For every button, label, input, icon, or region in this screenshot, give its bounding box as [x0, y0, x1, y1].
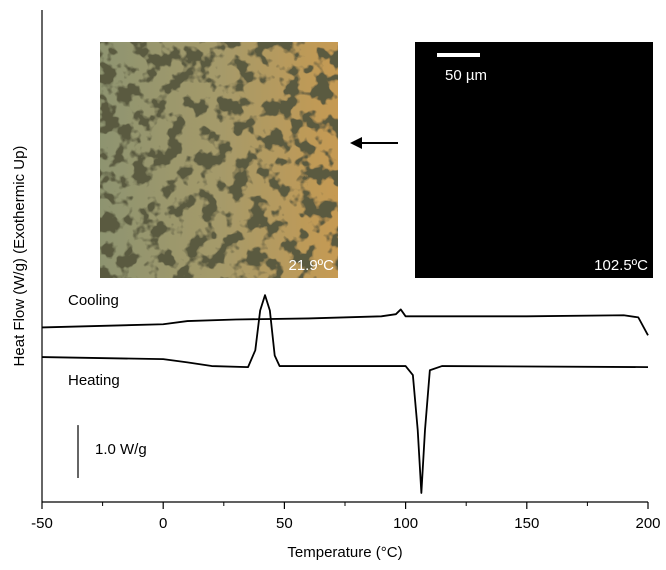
line-series: [41, 294, 649, 494]
line-series: [41, 308, 649, 336]
inset-temperature: 21.9ºC: [288, 257, 334, 274]
micrograph-hot: [415, 42, 653, 278]
micrograph-scale-label: 50 µm: [445, 67, 487, 84]
series-label: Heating: [68, 372, 120, 389]
scale-bar-label: 1.0 W/g: [95, 441, 147, 458]
x-tick-label: -50: [31, 515, 53, 532]
micrograph-cold: [100, 42, 338, 278]
x-tick-label: 0: [159, 515, 167, 532]
x-tick-label: 50: [276, 515, 293, 532]
series-label: Cooling: [68, 292, 119, 309]
x-tick-label: 200: [635, 515, 660, 532]
x-tick-label: 150: [514, 515, 539, 532]
arrow: [350, 137, 398, 149]
x-axis-title: Temperature (°C): [287, 544, 402, 561]
inset-temperature: 102.5ºC: [594, 257, 648, 274]
x-tick-label: 100: [393, 515, 418, 532]
y-axis-title: Heat Flow (W/g) (Exothermic Up): [11, 146, 28, 367]
